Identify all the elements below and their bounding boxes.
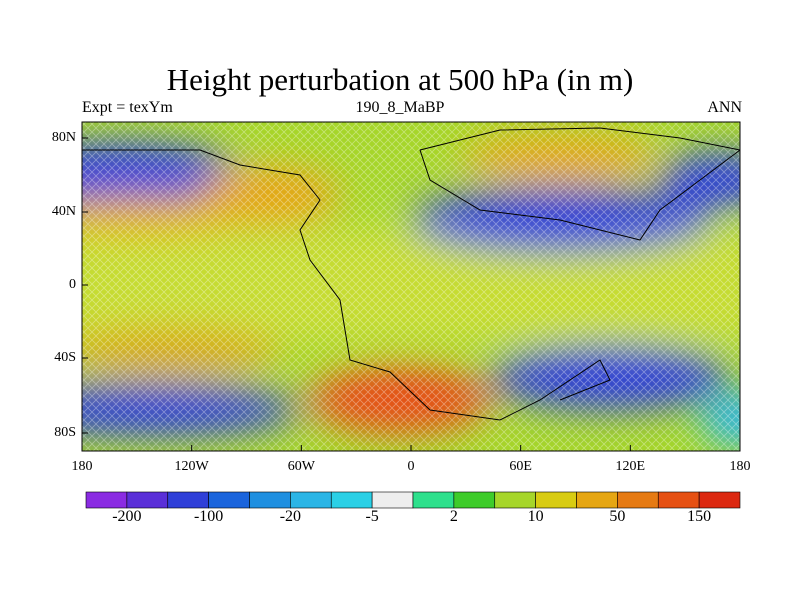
- colorbar-swatch: [371, 491, 414, 509]
- map-title: Height perturbation at 500 hPa (in m): [166, 62, 634, 97]
- height-field: [82, 122, 740, 451]
- y-tick-label: 40N: [51, 204, 76, 219]
- x-tick-label: 60E: [509, 459, 532, 474]
- colorbar-swatch: [167, 491, 209, 509]
- colorbar-label: 2: [449, 508, 458, 525]
- colorbar-swatch: [494, 491, 536, 509]
- colorbar-swatch: [85, 491, 128, 509]
- colorbar-label: 50: [609, 508, 626, 525]
- colorbar-label: -100: [193, 508, 224, 525]
- colorbar-swatch: [617, 491, 659, 509]
- colorbar-label: -20: [279, 508, 302, 525]
- y-tick-label: 40S: [54, 350, 76, 365]
- colorbar-swatch: [657, 491, 700, 509]
- colorbar-swatch: [535, 491, 577, 509]
- x-tick-label: 120W: [174, 459, 209, 474]
- continent-outline: [82, 127, 740, 421]
- colorbar-swatch: [453, 491, 496, 509]
- colorbar-swatch: [249, 491, 291, 509]
- axis-ticks: [81, 137, 741, 451]
- x-tick-label: 180: [729, 459, 751, 474]
- colorbar-swatch: [576, 491, 618, 509]
- y-tick-label: 80S: [54, 425, 76, 440]
- x-tick-label: 120E: [615, 459, 646, 474]
- colorbar-label: -5: [365, 508, 379, 525]
- colorbar-swatch: [412, 491, 455, 509]
- colorbar-label: 150: [687, 508, 712, 525]
- x-tick-label: 180: [71, 459, 93, 474]
- colorbar-swatch: [208, 491, 250, 509]
- colorbar-swatch: [290, 491, 332, 509]
- colorbar: [85, 491, 741, 509]
- experiment-label: Expt = texYm: [82, 99, 173, 116]
- colorbar-swatch: [126, 491, 169, 509]
- y-tick-label: 0: [69, 277, 76, 292]
- colorbar-swatch: [698, 491, 741, 509]
- x-tick-label: 0: [407, 459, 415, 474]
- period-label: 190_8_MaBP: [355, 99, 445, 116]
- x-tick-label: 60W: [287, 459, 315, 474]
- colorbar-label: 10: [527, 508, 544, 525]
- season-label: ANN: [707, 99, 742, 116]
- y-tick-label: 80N: [51, 130, 76, 145]
- hatch-overlay: [82, 122, 740, 451]
- colorbar-swatch: [330, 491, 373, 509]
- colorbar-label: -200: [112, 508, 142, 525]
